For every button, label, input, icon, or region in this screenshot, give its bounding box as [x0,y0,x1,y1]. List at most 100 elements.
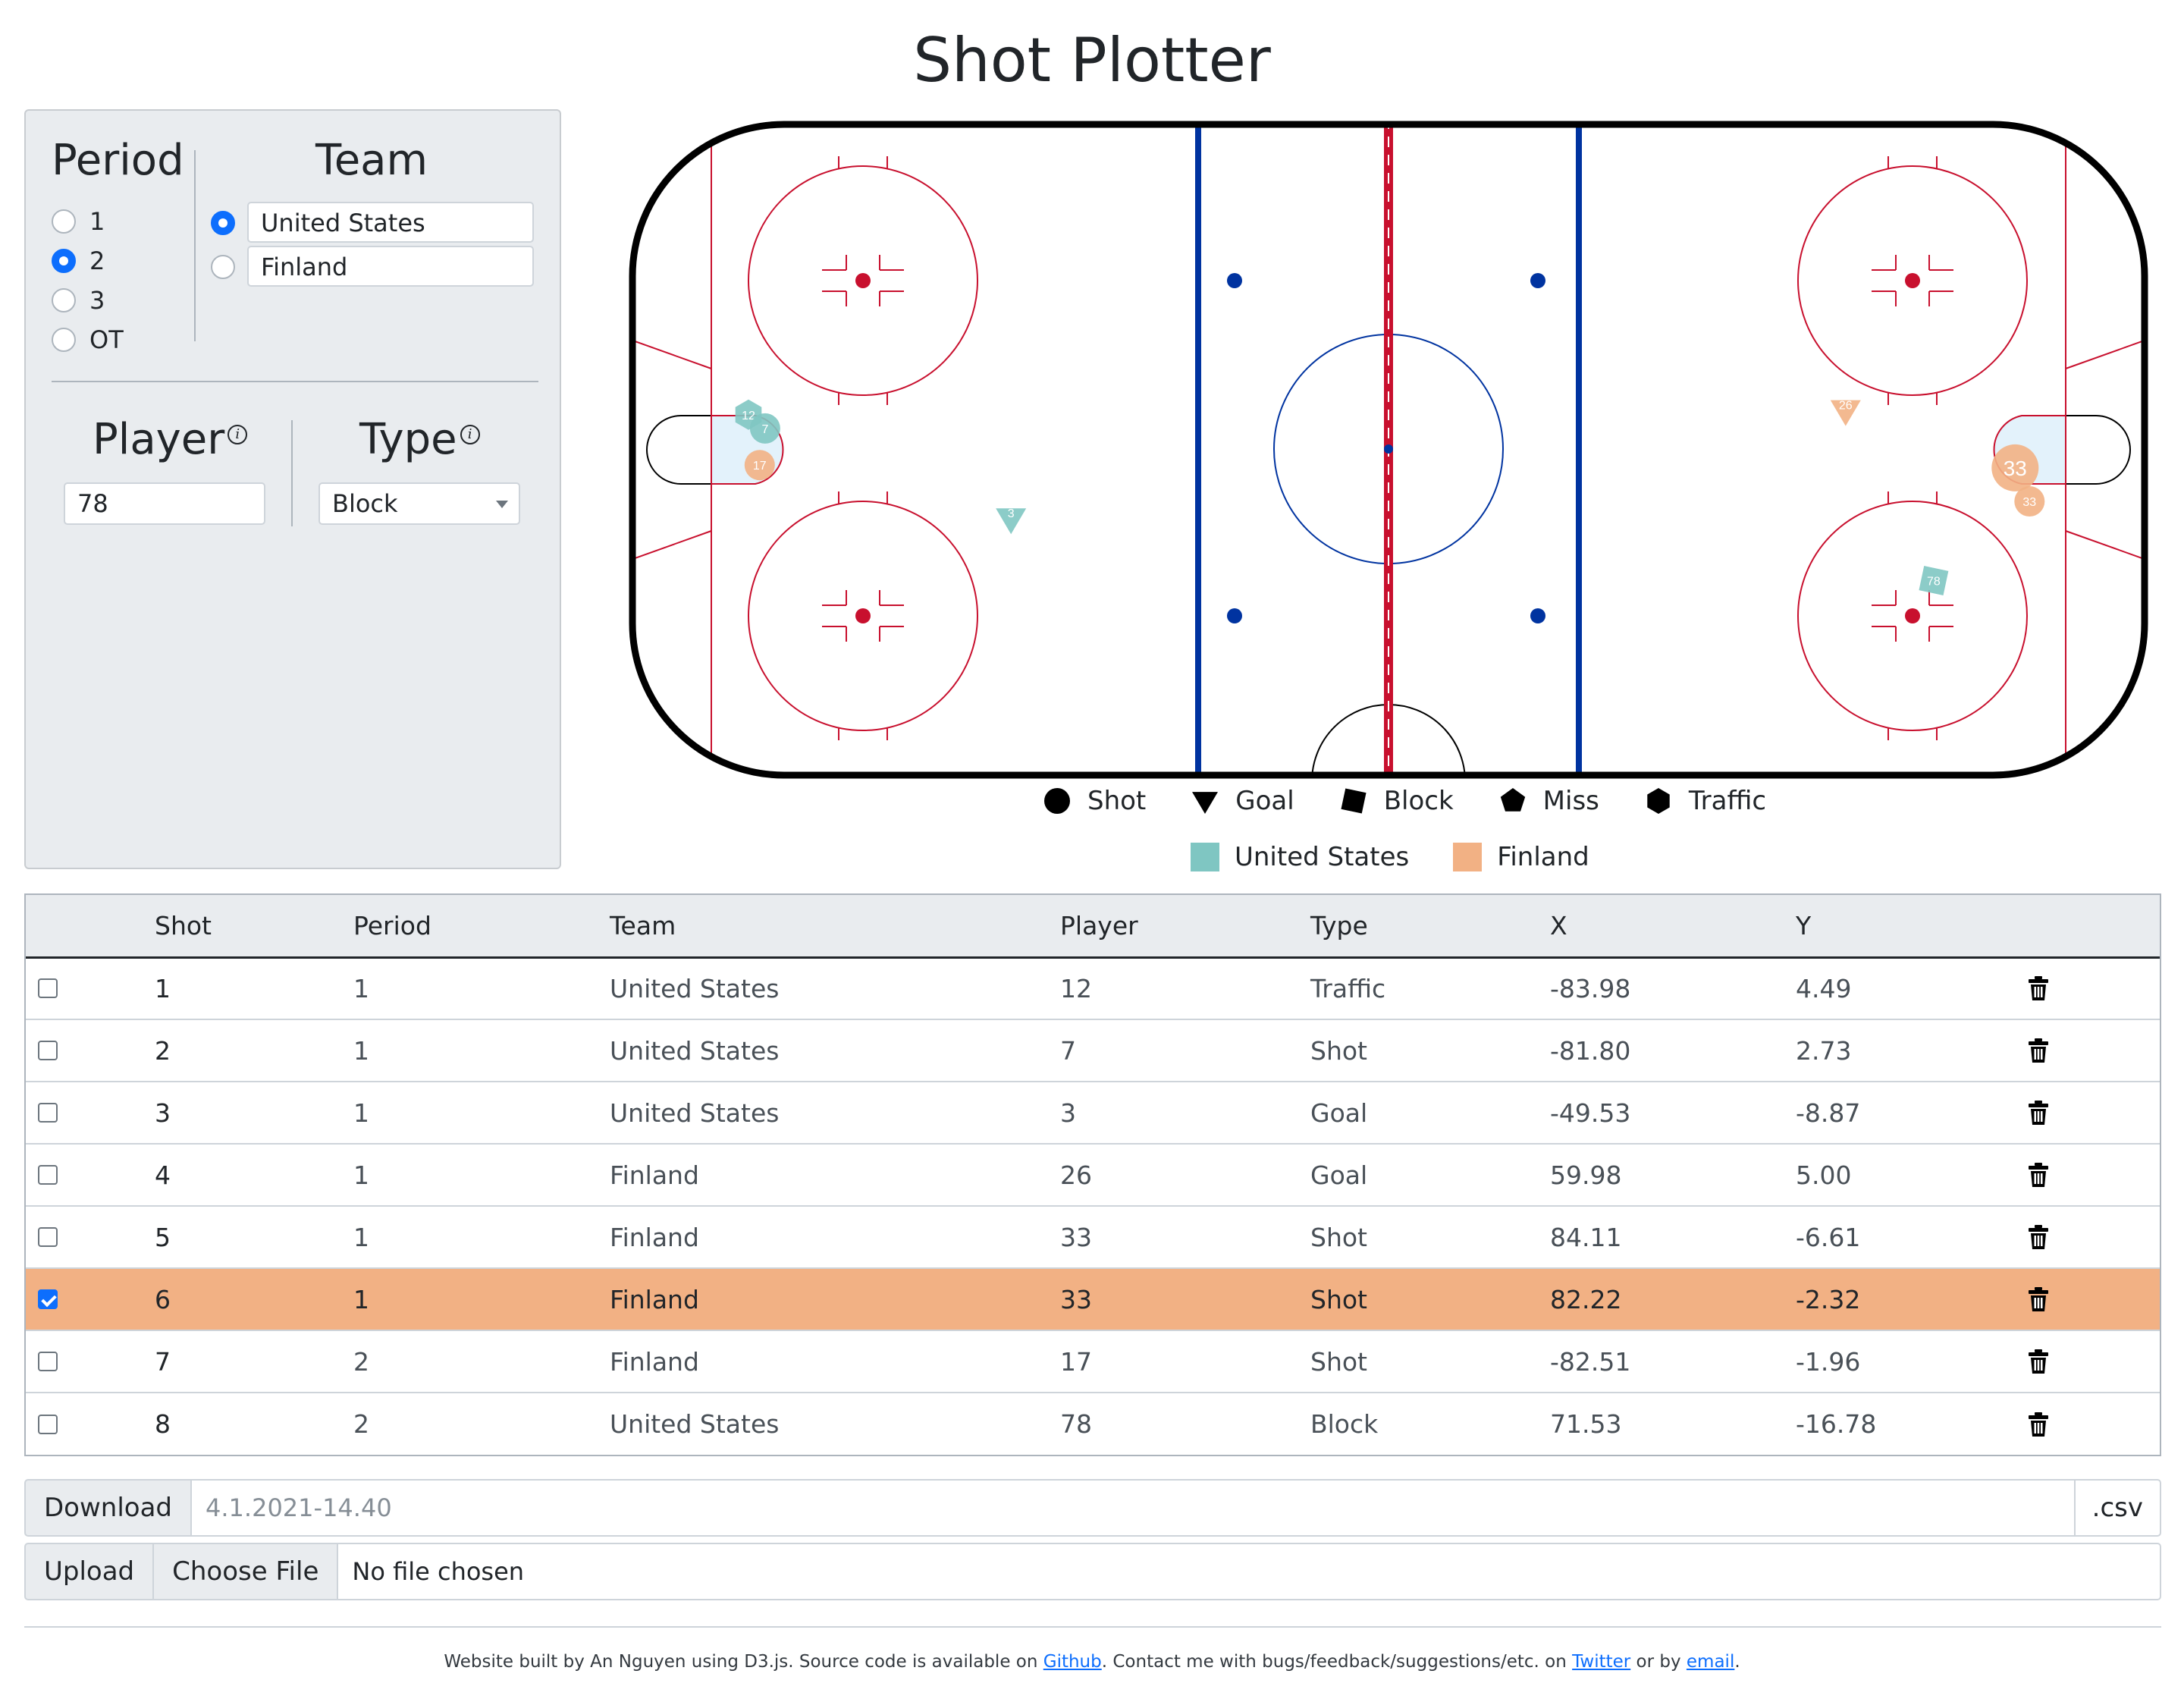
shot-marker[interactable]: 33 [1991,444,2039,491]
shot-marker[interactable]: 3 [996,507,1027,535]
rink[interactable]: 12 7 3 26 33 33 17 78 [626,118,2151,781]
legend-team-finland: Finland [1453,842,1589,872]
trash-icon[interactable] [2028,1162,2049,1188]
trash-icon[interactable] [2028,1349,2049,1374]
legend-goal: Goal [1190,786,1294,816]
cell-type: Block [1310,1392,1550,1455]
shot-marker[interactable]: 26 [1830,400,1861,426]
legend-types: Shot Goal Block Miss Traffic [1042,786,1766,816]
cell-player: 12 [1060,973,1092,1003]
page-title: Shot Plotter [913,25,1271,96]
cell-team: Finland [610,1267,1060,1330]
delete-cell [2028,1205,2160,1268]
team-heading: Team [315,136,428,185]
delete-cell [2028,1081,2160,1144]
row-checkbox[interactable] [38,1414,58,1434]
trash-icon[interactable] [2028,1286,2049,1312]
footer-text: . [1734,1652,1740,1672]
cell-period: 2 [353,1330,610,1393]
select-cell [26,1392,155,1455]
cell-team: United States [610,1019,1060,1082]
team-radio-united-states[interactable] [211,211,235,235]
table-row[interactable]: 4 1 Finland 26 Goal 59.98 5.00 [26,1143,2160,1206]
chevron-down-icon [496,501,508,508]
period-option-2[interactable]: 2 [52,244,105,278]
row-checkbox[interactable] [38,1165,58,1185]
cell-shot: 4 [155,1143,353,1206]
shot-marker[interactable]: 17 [744,450,775,481]
filename-input[interactable]: 4.1.2021-14.40 [192,1479,2074,1537]
color-swatch [1191,843,1219,871]
radio-button[interactable] [52,249,76,273]
info-icon[interactable]: i [460,425,480,445]
row-checkbox[interactable] [38,1352,58,1371]
type-select[interactable]: Block [318,482,520,525]
trash-icon[interactable] [2028,1100,2049,1126]
table-row[interactable]: 6 1 Finland 33 Shot 82.22 -2.32 [26,1267,2160,1330]
team-name-input[interactable]: United States [247,202,534,243]
cell-player: 78 [1060,1392,1310,1455]
type-heading: Type i [359,416,480,464]
email-link[interactable]: email [1686,1652,1735,1672]
info-icon[interactable]: i [228,425,248,445]
table-row[interactable]: 5 1 Finland 33 Shot 84.11 -6.61 [26,1205,2160,1268]
row-checkbox[interactable] [38,1103,58,1123]
legend-label: Block [1383,786,1454,816]
cell-team: United States [610,973,780,1003]
radio-button[interactable] [52,328,76,352]
select-cell [26,1081,155,1144]
cell-y: -16.78 [1796,1392,2028,1455]
table-row[interactable]: 7 2 Finland 17 Shot -82.51 -1.96 [26,1330,2160,1393]
cell-y: -1.96 [1796,1330,2028,1393]
download-row: Download 4.1.2021-14.40 .csv [24,1479,2161,1537]
shot-marker[interactable]: 7 [749,413,780,444]
cell-team: United States [610,1392,1060,1455]
delete-cell [2028,957,2160,1019]
cell-y: -2.32 [1796,1267,2028,1330]
cell-x: 84.11 [1550,1205,1796,1268]
radio-button[interactable] [52,288,76,312]
row-checkbox[interactable] [38,1289,58,1309]
trash-icon[interactable] [2028,975,2049,1001]
cell-shot: 2 [155,1019,353,1082]
footer: Website built by An Nguyen using D3.js. … [0,1652,2184,1672]
delete-cell [2028,1330,2160,1393]
period-option-3[interactable]: 3 [52,284,105,317]
trash-icon[interactable] [2028,1412,2049,1437]
row-checkbox[interactable] [38,1227,58,1247]
period-option-ot[interactable]: OT [52,323,124,356]
cell-shot: 7 [155,1330,353,1393]
table-row[interactable]: 1 1 United States 12 Traffic -83.98 4.49 [26,957,2160,1019]
shot-marker[interactable]: 33 [2014,486,2045,517]
cell-y: 5.00 [1796,1143,2028,1206]
column-header [2028,895,2160,959]
cell-player: 3 [1060,1081,1310,1144]
shot-marker[interactable]: 78 [1919,566,1949,595]
team-radio-finland[interactable] [211,255,235,279]
download-button[interactable]: Download [24,1479,193,1537]
shot-marker-label: 78 [1927,576,1941,589]
trash-icon[interactable] [2028,1038,2049,1063]
team-name-input[interactable]: Finland [247,246,534,287]
row-checkbox[interactable] [38,1041,58,1060]
radio-button[interactable] [52,209,76,234]
table-row[interactable]: 2 1 United States 7 Shot -81.80 2.73 [26,1019,2160,1082]
player-input[interactable]: 78 [64,482,265,525]
period-option-1[interactable]: 1 [52,205,105,238]
cell-x: -81.80 [1550,1019,1796,1082]
cell-shot: 5 [155,1205,353,1268]
github-link[interactable]: Github [1043,1652,1102,1672]
trash-icon[interactable] [2028,1224,2049,1250]
legend-teams: United States Finland [1191,842,1589,872]
cell-player: 33 [1060,1205,1310,1268]
choose-file-button[interactable]: Choose File [154,1543,339,1600]
row-checkbox[interactable] [38,978,58,999]
delete-cell [2028,1019,2160,1082]
table-row[interactable]: 3 1 United States 3 Goal -49.53 -8.87 [26,1081,2160,1144]
period-option-label: OT [89,325,124,354]
table-row[interactable]: 8 2 United States 78 Block 71.53 -16.78 [26,1392,2160,1455]
twitter-link[interactable]: Twitter [1572,1652,1631,1672]
file-status: No file chosen [338,1543,2161,1600]
cell-team: Finland [610,1330,1060,1393]
cell-x: 59.98 [1550,1143,1796,1206]
